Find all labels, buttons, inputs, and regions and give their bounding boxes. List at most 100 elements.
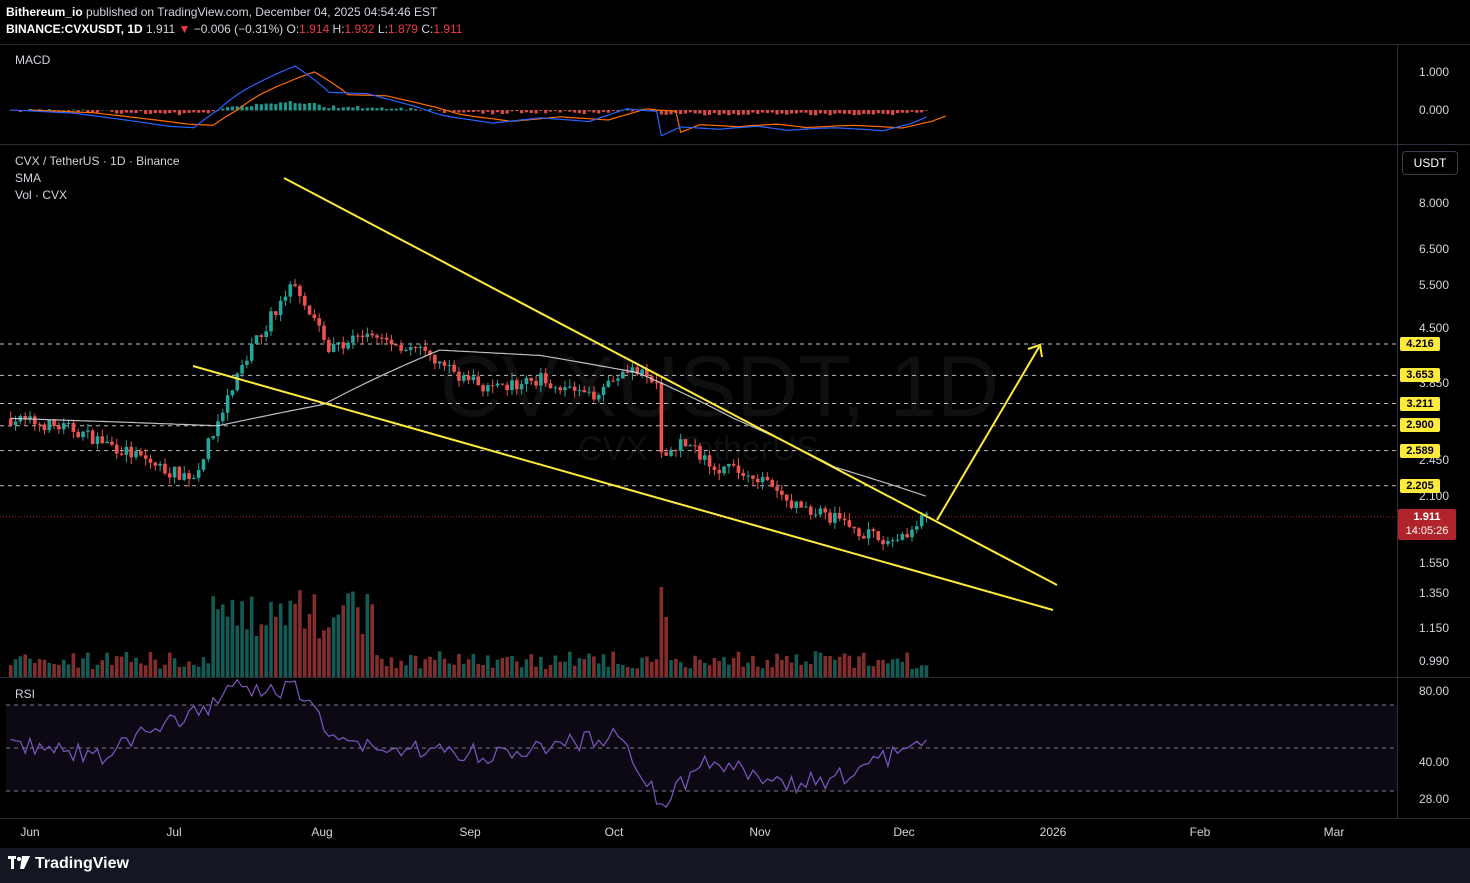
macd-histogram-bar (736, 110, 741, 116)
volume-bar (765, 659, 770, 677)
volume-bar (172, 658, 177, 677)
candle-body (847, 520, 852, 527)
volume-bar (457, 653, 461, 677)
candle-body (500, 383, 505, 385)
macd-histogram-bar (867, 110, 871, 115)
rsi-pane-separator[interactable] (0, 677, 1470, 678)
rsi-line (10, 678, 927, 808)
level-badge[interactable]: 4.216 (1400, 337, 1440, 351)
level-badge[interactable]: 2.205 (1400, 479, 1440, 493)
current-price-badge[interactable]: 1.911 14:05:26 (1398, 509, 1456, 540)
candle-body (736, 465, 741, 473)
macd-histogram-bar (375, 108, 379, 111)
volume-bar (625, 667, 630, 677)
candle-body (437, 361, 442, 364)
candle-body (129, 446, 134, 458)
candle-body (259, 335, 264, 338)
tradingview-logo[interactable]: TradingView (8, 855, 129, 873)
macd-histogram-bar (298, 103, 302, 111)
macd-histogram-bar (221, 108, 225, 111)
candle-body (341, 342, 346, 349)
candle-body (423, 346, 428, 351)
candle-body (481, 385, 485, 392)
sma-indicator-label[interactable]: SMA (15, 171, 42, 185)
macd-histogram-bar (592, 110, 596, 113)
volume-bar (823, 655, 828, 677)
macd-histogram-bar (197, 110, 201, 113)
volume-bar (645, 656, 649, 677)
candle-body (712, 466, 717, 470)
currency-button[interactable]: USDT (1402, 151, 1458, 175)
macd-histogram-bar (303, 103, 307, 111)
macd-histogram-bar (139, 110, 143, 112)
candle-body (813, 514, 818, 516)
macd-histogram-bar (770, 110, 774, 113)
macd-histogram-bar (288, 101, 292, 111)
time-axis-label: Oct (604, 825, 624, 839)
candle-body (81, 431, 85, 438)
time-axis-label: Feb (1189, 825, 1211, 839)
candle-body (688, 445, 693, 447)
volume-bar (919, 665, 924, 677)
candle-body (457, 371, 461, 381)
candle-body (312, 314, 317, 319)
low-value: 1.879 (387, 22, 418, 36)
macd-histogram-bar (71, 109, 75, 111)
breakout-arrow (936, 346, 1040, 521)
price-axis-label: 1.350 (1418, 586, 1450, 600)
upper-trendline (283, 177, 1058, 586)
volume-bar (254, 635, 259, 677)
macd-histogram-bar (428, 108, 432, 111)
volume-bar (688, 668, 693, 677)
author-name[interactable]: Bithereum_io (6, 5, 83, 19)
macd-pane-separator[interactable] (0, 144, 1470, 145)
macd-histogram-bar (332, 105, 336, 111)
macd-histogram-bar (606, 110, 610, 113)
macd-line (10, 65, 927, 137)
volume-bar (770, 667, 775, 677)
macd-pane-label[interactable]: MACD (15, 53, 51, 67)
macd-histogram-bar (804, 110, 808, 113)
macd-histogram-bar (491, 110, 495, 115)
symbol-label[interactable]: BINANCE:CVXUSDT, 1D (6, 22, 143, 36)
candle-body (616, 378, 620, 381)
rsi-pane-label[interactable]: RSI (15, 687, 36, 701)
candle-countdown: 14:05:26 (1405, 525, 1449, 537)
volume-bar (886, 663, 890, 677)
price-axis-label: 6.500 (1418, 242, 1450, 256)
volume-bar (66, 664, 71, 677)
level-badge[interactable]: 2.900 (1400, 418, 1440, 432)
level-badge[interactable]: 3.211 (1400, 397, 1440, 411)
macd-histogram-bar (611, 110, 615, 111)
volume-bar (852, 667, 856, 677)
candle-body (466, 375, 471, 381)
candle-body (119, 453, 124, 455)
candle-body (187, 473, 191, 479)
volume-bar (866, 665, 871, 677)
level-badge[interactable]: 2.589 (1400, 444, 1440, 458)
macd-axis-label: 1.000 (1418, 65, 1450, 79)
volume-bar (519, 667, 524, 677)
volume-bar (471, 654, 476, 677)
open-label: O: (286, 22, 300, 36)
macd-histogram-bar (833, 110, 837, 114)
candle-body (698, 445, 702, 460)
candle-body (828, 512, 832, 523)
volume-bar (587, 653, 591, 677)
volume-bar (298, 590, 302, 677)
volume-bar (568, 651, 572, 677)
candle-body (881, 540, 885, 545)
candle-body (317, 318, 321, 326)
level-badge[interactable]: 3.653 (1400, 368, 1440, 382)
volume-bar (746, 662, 750, 677)
candle-body (915, 526, 919, 530)
macd-histogram-bar (910, 110, 914, 112)
main-pane-title[interactable]: CVX / TetherUS · 1D · Binance (15, 154, 180, 168)
volume-bar (635, 668, 640, 677)
volume-bar (158, 668, 162, 677)
volume-indicator-label[interactable]: Vol · CVX (15, 188, 68, 202)
candle-body (823, 508, 828, 513)
macd-histogram-bar (418, 110, 422, 111)
volume-bar (336, 614, 341, 677)
